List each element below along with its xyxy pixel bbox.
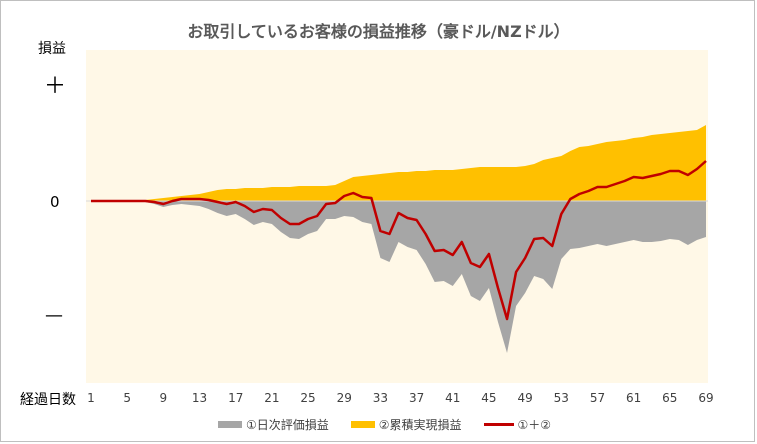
legend-swatch-gray: [218, 421, 242, 428]
x-axis-title: 経過日数: [20, 392, 76, 408]
x-tick-label: 13: [191, 391, 208, 405]
x-tick-label: 49: [517, 391, 533, 405]
x-tick-label: 9: [159, 391, 168, 405]
chart-title: お取引しているお客様の損益推移（豪ドル/NZドル）: [187, 22, 570, 41]
x-tick-label: 69: [698, 391, 714, 405]
x-tick-label: 25: [300, 391, 316, 405]
x-tick-label: 1: [87, 391, 95, 405]
x-tick-label: 37: [408, 391, 425, 405]
y-tick-zero: 0: [50, 193, 60, 211]
x-tick-label: 61: [626, 391, 642, 405]
legend-label: ①＋②: [517, 418, 552, 432]
y-tick-plus: ＋: [44, 74, 67, 99]
legend: ①日次評価損益 ②累積実現損益 ①＋②: [218, 416, 573, 433]
x-tick-label: 17: [228, 391, 244, 405]
legend-item-total: ①＋②: [483, 416, 552, 433]
x-tick-label: 57: [589, 391, 606, 405]
x-tick-label: 5: [123, 391, 131, 405]
legend-swatch-red: [483, 423, 514, 426]
series-daily-area: [91, 201, 706, 353]
x-tick-label: 29: [336, 391, 352, 405]
legend-item-cumulative: ②累積実現損益: [350, 416, 462, 433]
legend-item-daily: ①日次評価損益: [218, 416, 329, 433]
legend-swatch-yellow: [350, 421, 375, 428]
x-tick-label: 65: [662, 391, 678, 405]
x-tick-label: 41: [445, 391, 461, 405]
y-tick-minus: —: [45, 305, 63, 326]
y-axis-title: 損益: [38, 41, 66, 57]
series-total-line: [91, 160, 707, 321]
x-tick-label: 53: [553, 391, 569, 405]
x-tick-label: 21: [264, 391, 280, 405]
legend-label: ①日次評価損益: [246, 418, 329, 432]
legend-label: ②累積実現損益: [378, 418, 462, 432]
x-tick-label: 33: [372, 391, 389, 405]
series-cumulative-area: [91, 125, 706, 201]
x-tick-label: 45: [481, 391, 497, 405]
